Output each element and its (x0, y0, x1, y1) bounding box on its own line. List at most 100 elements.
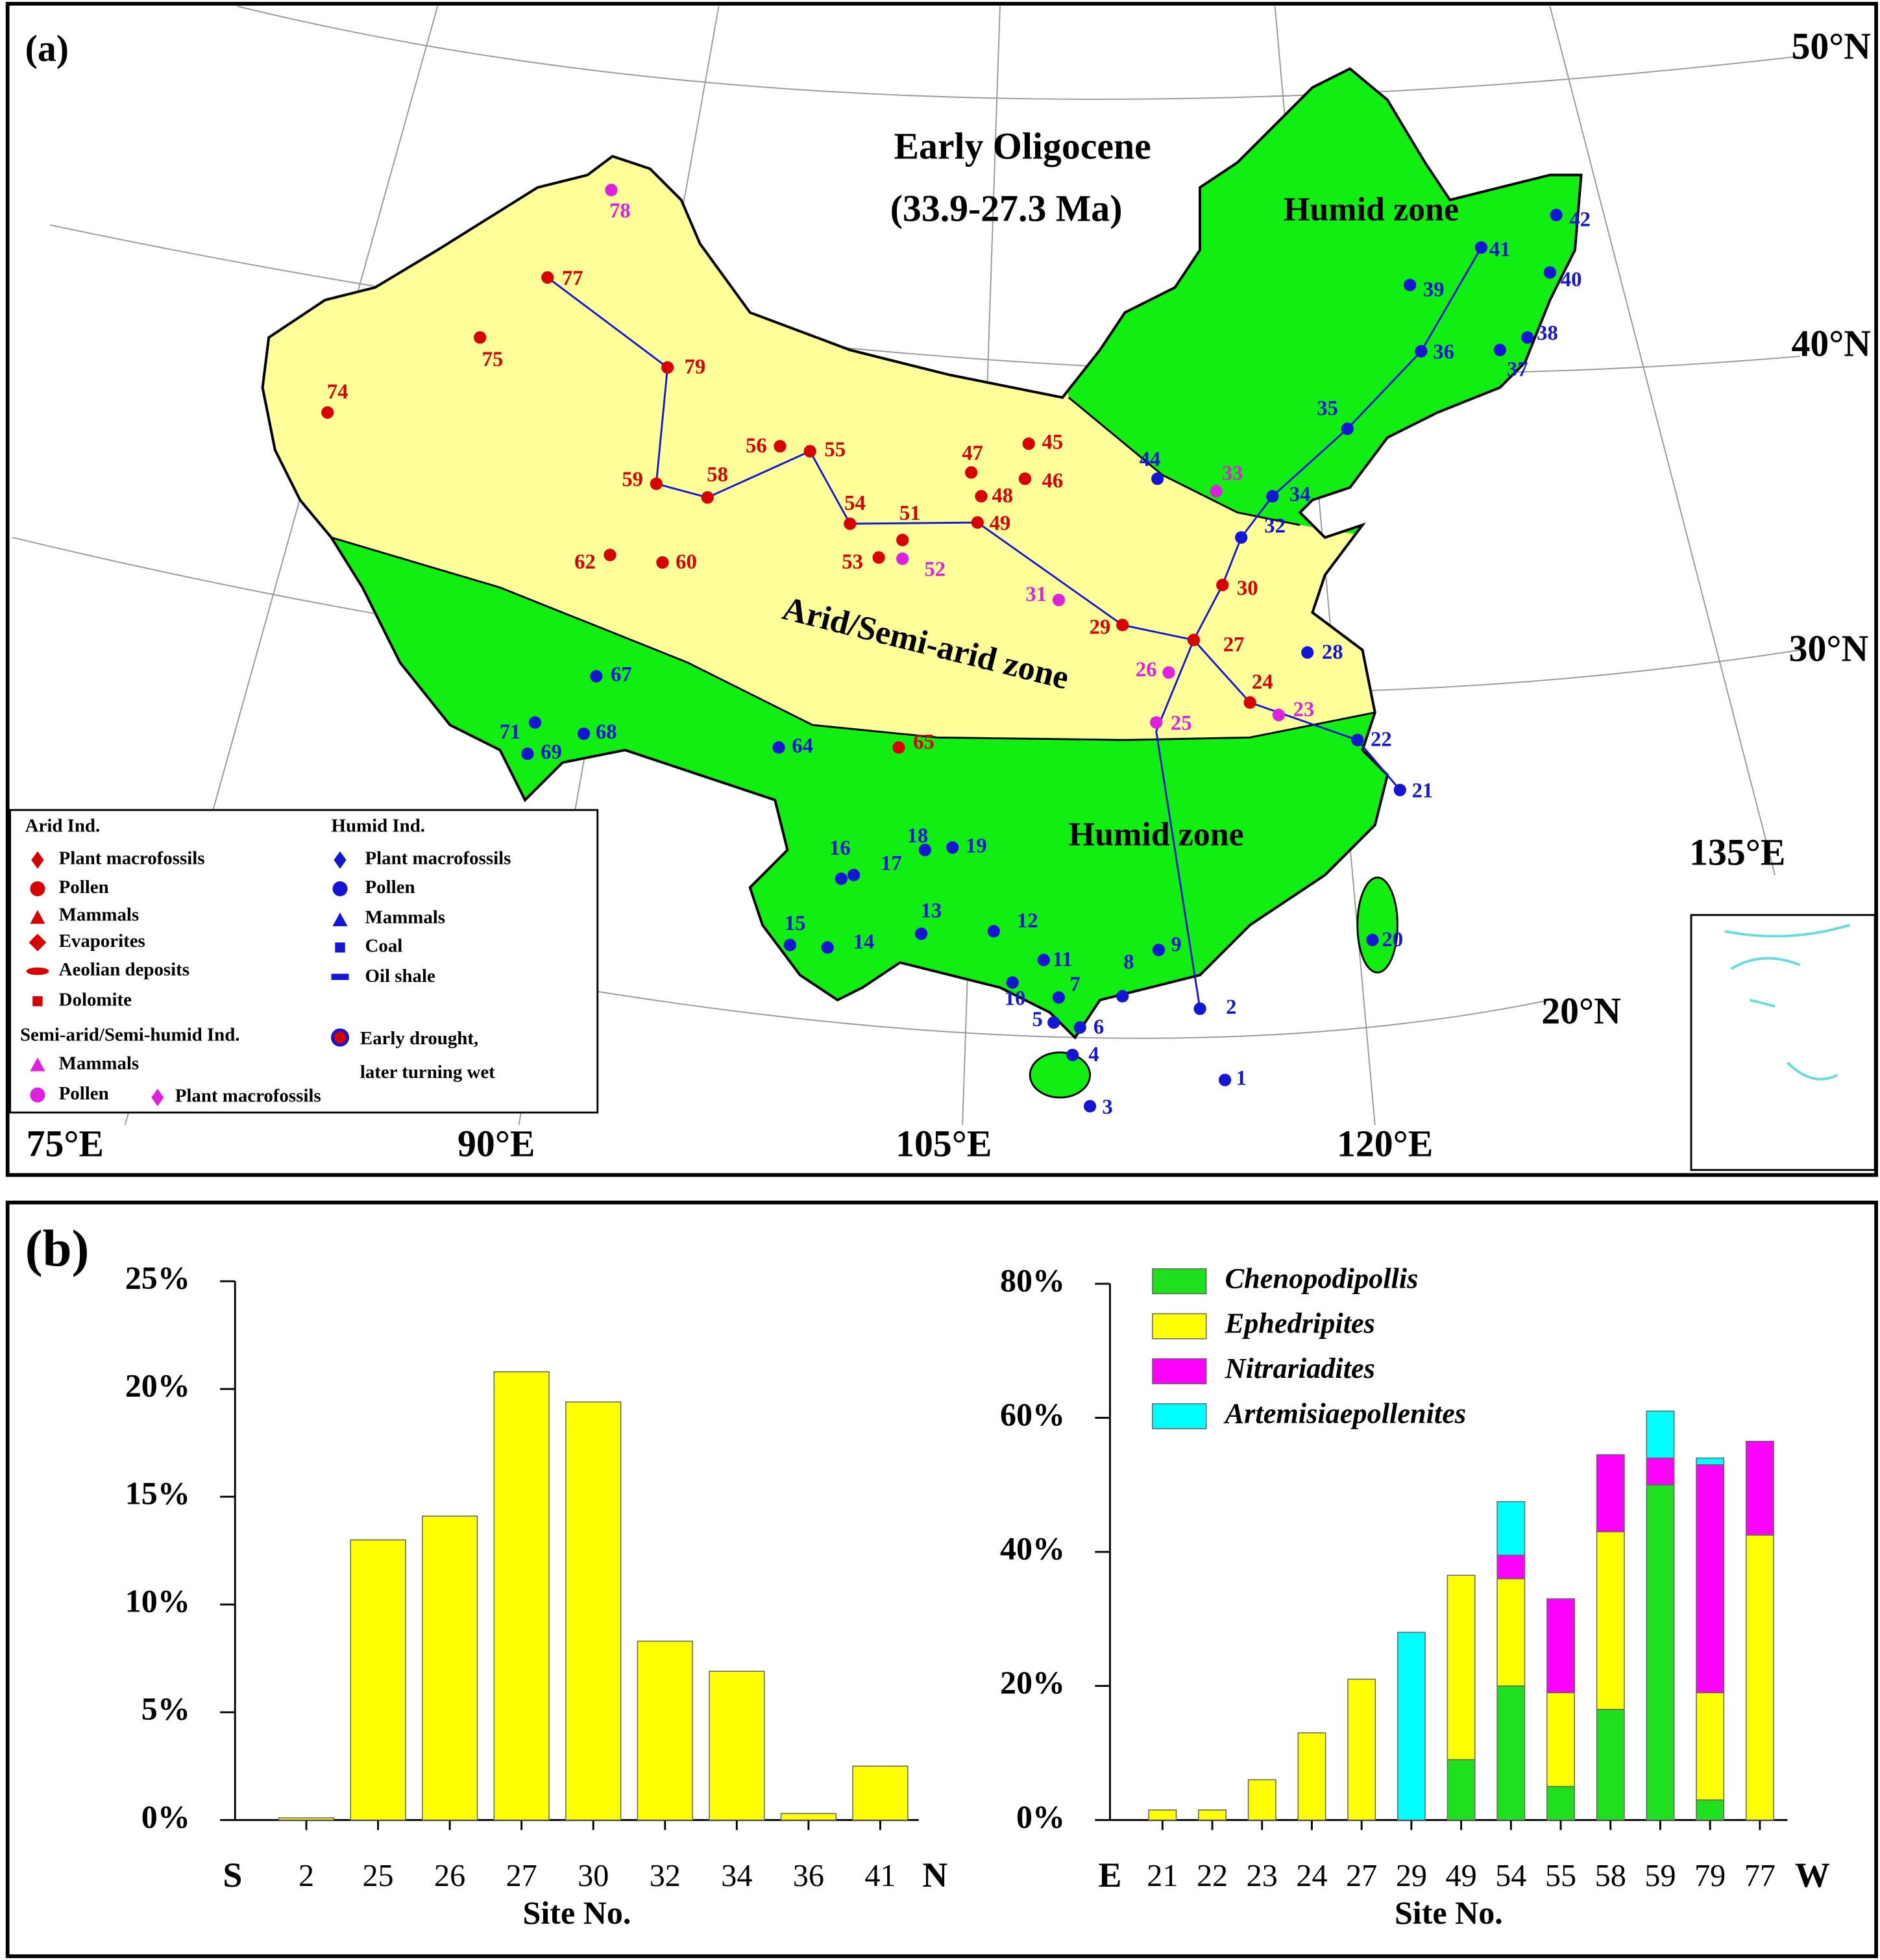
site-marker (1474, 241, 1488, 254)
bar-segment (1397, 1632, 1426, 1821)
site-label: 48 (992, 484, 1013, 508)
legend-symbol (29, 933, 47, 951)
site-label: 13 (921, 900, 942, 923)
site-label: 38 (1537, 322, 1558, 345)
site-label: 2 (1226, 996, 1236, 1019)
latitude-label: 20°N (1541, 991, 1621, 1032)
site-label: 14 (853, 931, 875, 954)
y-tick-label: 15% (125, 1475, 190, 1512)
site-marker (1219, 1073, 1232, 1086)
legend-symbol (332, 881, 348, 896)
site-marker (1210, 485, 1223, 498)
site-label: 52 (924, 558, 946, 582)
charts: 0% 5% 10% 15% 20% 25% S N Site No. 2 25 26 27 30 32 34 3… (125, 1260, 1830, 1931)
site-label: 4 (1088, 1043, 1099, 1066)
x-tick-label: 22 (1197, 1859, 1228, 1893)
site-marker (1404, 278, 1417, 291)
x-start-label: S (223, 1856, 242, 1894)
bar (780, 1813, 837, 1821)
legend-label: Chenopodipollis (1225, 1262, 1419, 1294)
legend-item: Plant macrofossils (175, 1086, 321, 1107)
bar-segment (1646, 1410, 1675, 1459)
x-tick-label: 2 (299, 1859, 314, 1893)
site-marker (1415, 345, 1428, 358)
inset-islands (1724, 924, 1851, 1081)
legend-symbol (335, 942, 345, 953)
map-legend: Arid Ind. Plant macrofossils Pollen Mamm… (9, 809, 599, 1114)
longitude-label: 120°E (1337, 1123, 1433, 1164)
site-marker (844, 517, 857, 530)
bar-segment (1496, 1685, 1526, 1821)
longitude-label: 135°E (1689, 833, 1785, 874)
site-label: 26 (1136, 658, 1157, 681)
zone-boundary (331, 397, 1376, 741)
legend-item: Dolomite (59, 989, 132, 1010)
site-marker (1366, 933, 1379, 946)
longitude-label: 105°E (896, 1123, 992, 1164)
site-label: 6 (1093, 1016, 1104, 1039)
legend-item: Aeolian deposits (59, 959, 189, 980)
legend-item: Mammals (59, 904, 140, 925)
bar-segment (1447, 1574, 1476, 1761)
site-label: 74 (327, 380, 348, 404)
site-label: 17 (881, 851, 902, 875)
x-axis-title: Site No. (523, 1894, 631, 1931)
site-label: 1 (1236, 1067, 1246, 1090)
bar-segment (1496, 1501, 1526, 1556)
x-tick-label: 36 (793, 1859, 824, 1893)
x-tick-label: 54 (1495, 1859, 1526, 1893)
site-label: 54 (844, 492, 866, 515)
site-marker (1266, 490, 1279, 503)
legend-heading: Humid Ind. (332, 816, 425, 837)
site-label: 3 (1102, 1096, 1112, 1119)
bar-segment (1546, 1598, 1575, 1693)
site-label: 9 (1171, 933, 1181, 957)
site-label: 47 (962, 442, 983, 465)
site-marker (1187, 633, 1201, 646)
map-subtitle: (33.9-27.3 Ma) (890, 189, 1123, 230)
latitude-label: 40°N (1791, 324, 1871, 365)
site-label: 23 (1293, 698, 1315, 721)
bar-segment (1696, 1457, 1725, 1465)
site-label: 79 (685, 356, 706, 379)
site-label: 53 (842, 550, 863, 574)
bar-segment (1646, 1457, 1675, 1486)
site-label: 32 (1264, 514, 1286, 537)
site-marker (1116, 990, 1129, 1003)
panel-label: (a) (25, 29, 69, 69)
bar-segment (1646, 1484, 1675, 1821)
x-tick-label: 41 (864, 1859, 896, 1893)
site-label: 56 (746, 434, 767, 458)
site-marker (1073, 1021, 1086, 1034)
site-label: 40 (1561, 268, 1582, 291)
site-marker (896, 533, 909, 546)
site-label: 36 (1433, 341, 1454, 364)
site-marker (604, 548, 616, 561)
site-marker (1550, 208, 1563, 221)
y-tick-label: 0% (141, 1798, 190, 1835)
site-marker (701, 491, 714, 504)
site-marker (1052, 991, 1066, 1004)
x-tick-label: 34 (721, 1859, 752, 1893)
x-tick-label: 59 (1644, 1859, 1676, 1893)
site-marker (474, 331, 487, 344)
legend-item: Evaporites (59, 931, 145, 951)
bar-segment (1198, 1809, 1227, 1821)
site-label: 10 (1005, 986, 1026, 1010)
y-tick-label: 60% (1000, 1396, 1065, 1432)
site-marker (1037, 953, 1050, 966)
site-label: 44 (1140, 448, 1161, 471)
site-marker (896, 552, 909, 565)
legend-symbol (331, 974, 349, 980)
site-label: 59 (622, 468, 643, 491)
legend-item: Early drought, (360, 1028, 478, 1049)
legend-label: Nitrariadites (1225, 1353, 1375, 1384)
x-tick-label: 27 (506, 1859, 537, 1893)
legend-item: Pollen (365, 877, 415, 898)
site-marker (541, 271, 554, 284)
legend-item: Pollen (59, 1083, 109, 1104)
x-tick-label: 26 (434, 1859, 465, 1893)
site-label: 28 (1322, 641, 1343, 664)
bar-segment (1596, 1454, 1625, 1532)
